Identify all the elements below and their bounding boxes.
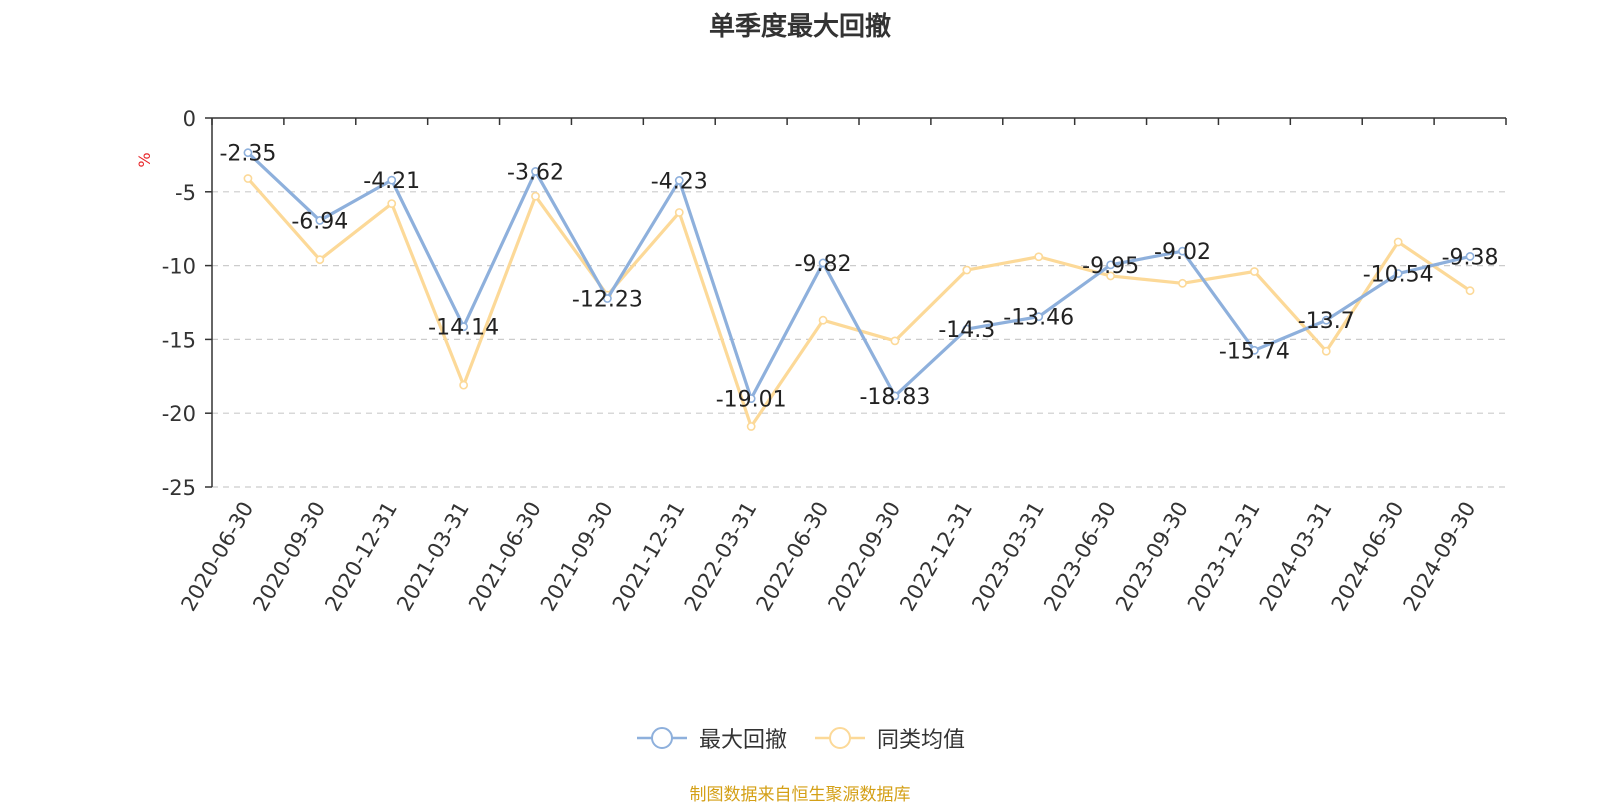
x-tick-label: 2022-06-30	[752, 498, 834, 616]
data-point	[531, 167, 540, 176]
data-point	[1249, 267, 1259, 276]
legend-label: 最大回撤	[698, 728, 787, 753]
x-tick-label: 2022-09-30	[823, 498, 905, 616]
y-tick-label: 0	[183, 107, 196, 131]
data-point	[1465, 286, 1475, 296]
data-point	[890, 391, 900, 401]
y-tick-label: -25	[162, 476, 196, 500]
legend: 最大回撤 同类均值	[0, 722, 1600, 754]
data-point	[818, 258, 828, 268]
data-point	[818, 315, 828, 325]
data-point	[1106, 271, 1116, 281]
data-point	[243, 148, 253, 158]
x-tick-label: 2021-09-30	[536, 498, 618, 616]
data-label: -2.35	[219, 142, 276, 167]
data-point	[962, 265, 972, 275]
data-label: -19.01	[716, 388, 787, 413]
data-point	[674, 176, 684, 185]
data-point	[890, 336, 900, 346]
x-tick-label: 2022-12-31	[895, 498, 977, 616]
data-label: -13.46	[1003, 306, 1074, 331]
data-point	[1321, 315, 1331, 325]
data-point	[315, 216, 325, 225]
data-point	[1034, 312, 1044, 322]
y-tick-label: -10	[162, 255, 196, 279]
legend-item[interactable]: 同类均值	[813, 722, 965, 754]
axes: 0 -5 -10 -15 -20 -25% 2020-06-302020-09-302020…	[135, 107, 1507, 616]
data-point	[1178, 278, 1187, 288]
data-point	[387, 175, 397, 185]
data-label: -9.38	[1442, 245, 1499, 270]
x-tick-label: 2023-12-31	[1183, 498, 1265, 616]
data-label: -15.74	[1219, 339, 1290, 364]
x-tick-label: 2024-03-31	[1255, 498, 1337, 616]
chart-title: 单季度最大回撤	[708, 12, 891, 42]
data-label: -6.94	[291, 209, 348, 234]
series-lines	[243, 148, 1475, 431]
data-label: -18.83	[859, 385, 930, 410]
data-label: -9.82	[795, 252, 852, 277]
legend-item[interactable]: 最大回撤	[635, 722, 787, 754]
x-tick-label: 2023-09-30	[1111, 498, 1193, 616]
data-labels: -2.35 -6.94 -4.21 -14.14 -3.62 -12.23 -4.23 -19…	[219, 142, 1498, 413]
x-tick-label: 2022-03-31	[680, 498, 762, 616]
legend-marker-icon	[636, 727, 687, 749]
data-point	[962, 324, 972, 334]
grid-lines	[212, 191, 1506, 488]
x-tick-label: 2023-03-31	[967, 498, 1049, 616]
data-point	[1393, 269, 1403, 278]
data-label: -14.3	[938, 318, 995, 343]
data-point	[1106, 260, 1116, 270]
data-label: -10.54	[1363, 263, 1434, 288]
data-point	[459, 380, 469, 390]
data-point	[1393, 237, 1403, 247]
data-point	[602, 294, 612, 303]
data-point	[315, 255, 325, 265]
series-line	[246, 151, 1471, 401]
data-point	[459, 322, 469, 332]
data-point	[1249, 345, 1259, 355]
data-label: -13.7	[1298, 309, 1355, 334]
data-point	[1178, 246, 1187, 256]
x-tick-label: 2020-09-30	[248, 498, 330, 616]
x-tick-label: 2024-06-30	[1327, 498, 1409, 616]
data-label: -9.95	[1082, 254, 1139, 279]
data-label: -9.02	[1154, 240, 1211, 265]
legend-marker-icon	[815, 727, 865, 749]
x-tick-label: 2020-12-31	[320, 498, 402, 616]
y-tick-label: -5	[175, 181, 196, 205]
y-tick-label: -20	[162, 402, 196, 426]
data-point	[746, 422, 756, 431]
data-label: -14.14	[428, 316, 499, 341]
source-note: 制图数据来自恒生聚源数据库	[689, 785, 911, 805]
data-label: -3.62	[507, 160, 564, 185]
data-label: -4.23	[651, 169, 708, 194]
data-point	[387, 199, 397, 209]
y-axis-unit-label: %	[135, 152, 154, 167]
x-tick-label: 2021-06-30	[464, 498, 546, 616]
data-point	[746, 394, 756, 403]
data-point	[1034, 252, 1044, 262]
legend-label: 同类均值	[877, 728, 966, 753]
x-tick-label: 2024-09-30	[1399, 498, 1481, 616]
x-tick-label: 2021-03-31	[392, 498, 474, 616]
data-label: -4.21	[363, 169, 420, 194]
x-tick-label: 2023-06-30	[1039, 498, 1121, 616]
x-tick-label: 2021-12-31	[608, 498, 690, 616]
data-point	[243, 174, 253, 183]
y-tick-label: -15	[162, 328, 196, 352]
x-tick-label: 2020-06-30	[176, 498, 258, 616]
data-point	[1321, 346, 1331, 356]
data-label: -12.23	[572, 288, 643, 313]
data-point	[674, 208, 684, 217]
data-point	[531, 191, 540, 201]
data-point	[1465, 252, 1475, 261]
